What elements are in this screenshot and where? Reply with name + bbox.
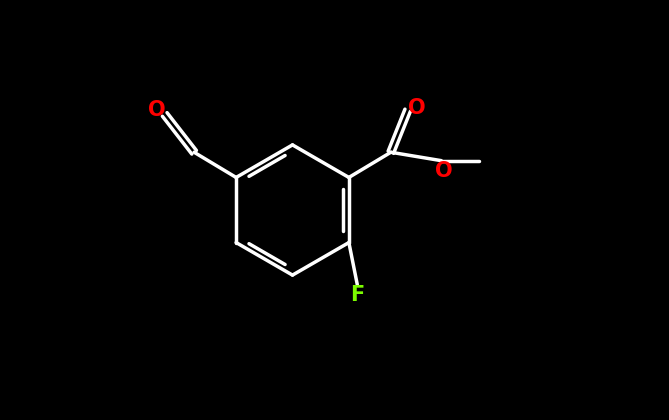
Text: O: O bbox=[408, 98, 425, 118]
Text: F: F bbox=[350, 285, 365, 305]
Text: O: O bbox=[435, 161, 452, 181]
Text: O: O bbox=[147, 100, 165, 120]
